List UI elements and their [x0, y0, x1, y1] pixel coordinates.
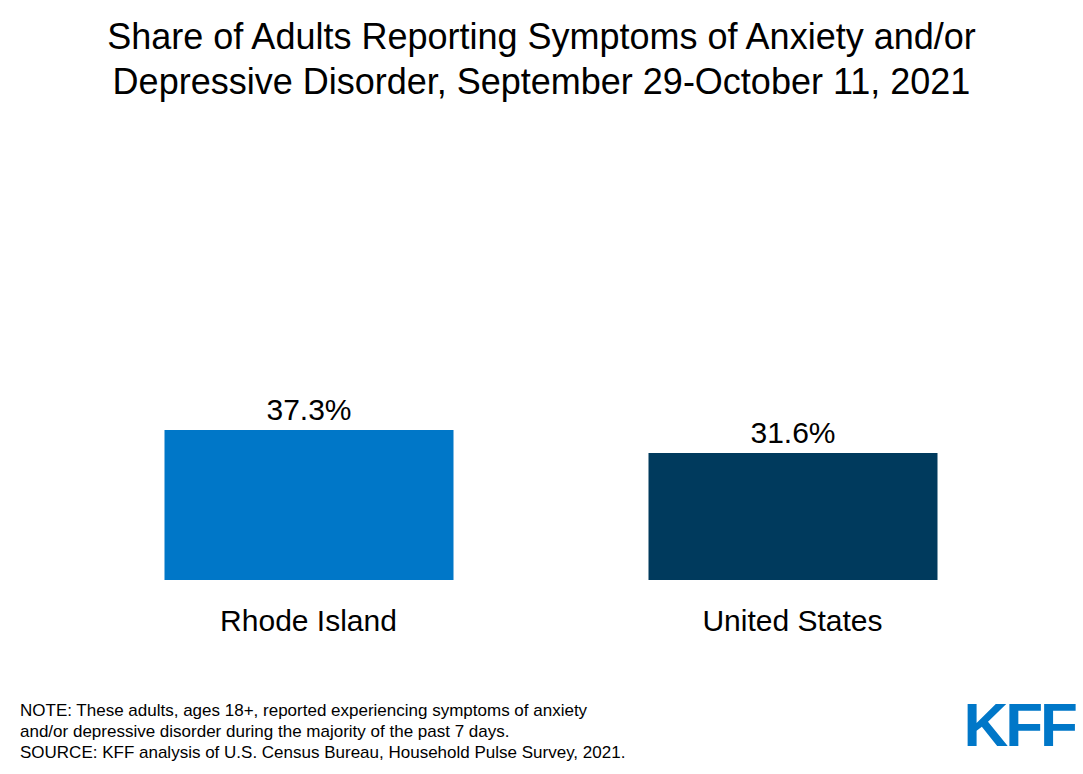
html-text:NOTE: These adults, ages 18+,: NOTE: These adults, ages 18+, reported e…	[20, 701, 588, 720]
svg-text:37.3%: 37.3%	[266, 393, 351, 426]
svg-text:Rhode Island: Rhode Island	[220, 604, 397, 637]
svg-text:United States: United States	[702, 604, 882, 637]
html-text:Share of Adults Reporting Symp: Share of Adults Reporting Symptoms of An…	[107, 16, 976, 102]
html-text:KFF: KFF	[963, 690, 1075, 759]
svg-text:31.6%: 31.6%	[750, 416, 835, 449]
html-text:SOURCE: KFF analysis of U.S. C: SOURCE: KFF analysis of U.S. Census Bure…	[20, 743, 626, 762]
html-text:and/or depressive disorder dur: and/or depressive disorder during the ma…	[20, 722, 510, 741]
